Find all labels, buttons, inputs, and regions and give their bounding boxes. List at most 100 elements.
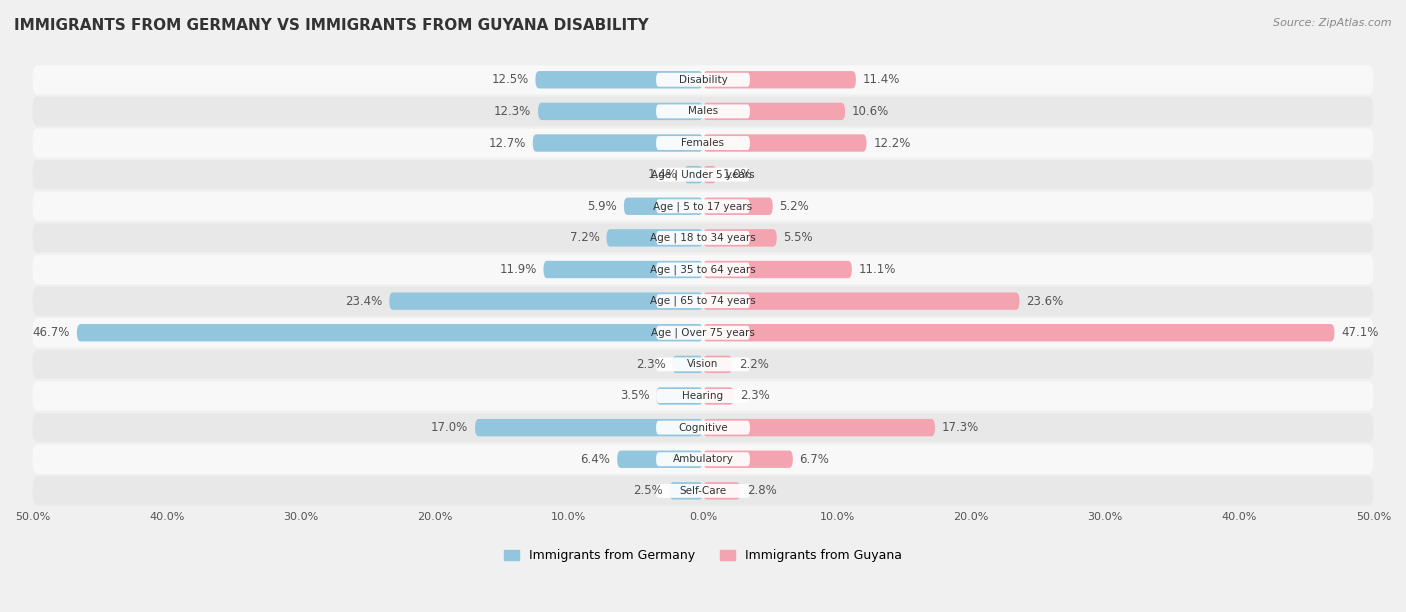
FancyBboxPatch shape bbox=[657, 168, 749, 182]
FancyBboxPatch shape bbox=[657, 484, 749, 498]
FancyBboxPatch shape bbox=[657, 452, 749, 466]
FancyBboxPatch shape bbox=[657, 136, 749, 150]
FancyBboxPatch shape bbox=[703, 356, 733, 373]
Text: 11.4%: 11.4% bbox=[862, 73, 900, 86]
FancyBboxPatch shape bbox=[77, 324, 703, 341]
FancyBboxPatch shape bbox=[32, 476, 1374, 506]
Text: 2.8%: 2.8% bbox=[747, 484, 778, 498]
FancyBboxPatch shape bbox=[475, 419, 703, 436]
Text: Age | 5 to 17 years: Age | 5 to 17 years bbox=[654, 201, 752, 212]
Text: 17.3%: 17.3% bbox=[942, 421, 979, 434]
Text: 12.5%: 12.5% bbox=[492, 73, 529, 86]
Text: 2.3%: 2.3% bbox=[636, 358, 665, 371]
Text: Disability: Disability bbox=[679, 75, 727, 85]
FancyBboxPatch shape bbox=[669, 482, 703, 499]
FancyBboxPatch shape bbox=[544, 261, 703, 278]
Text: Females: Females bbox=[682, 138, 724, 148]
FancyBboxPatch shape bbox=[32, 350, 1374, 379]
Text: 6.4%: 6.4% bbox=[581, 453, 610, 466]
FancyBboxPatch shape bbox=[685, 166, 703, 184]
FancyBboxPatch shape bbox=[703, 419, 935, 436]
Text: 2.2%: 2.2% bbox=[740, 358, 769, 371]
FancyBboxPatch shape bbox=[657, 73, 749, 87]
FancyBboxPatch shape bbox=[624, 198, 703, 215]
FancyBboxPatch shape bbox=[389, 293, 703, 310]
FancyBboxPatch shape bbox=[657, 200, 749, 213]
FancyBboxPatch shape bbox=[657, 105, 749, 118]
Text: Self-Care: Self-Care bbox=[679, 486, 727, 496]
Legend: Immigrants from Germany, Immigrants from Guyana: Immigrants from Germany, Immigrants from… bbox=[503, 550, 903, 562]
FancyBboxPatch shape bbox=[703, 324, 1334, 341]
Text: 46.7%: 46.7% bbox=[32, 326, 70, 339]
FancyBboxPatch shape bbox=[32, 318, 1374, 347]
Text: 3.5%: 3.5% bbox=[620, 389, 650, 403]
Text: 1.4%: 1.4% bbox=[648, 168, 678, 181]
Text: Hearing: Hearing bbox=[682, 391, 724, 401]
FancyBboxPatch shape bbox=[538, 103, 703, 120]
Text: Males: Males bbox=[688, 106, 718, 116]
Text: 12.2%: 12.2% bbox=[873, 136, 911, 149]
Text: 1.0%: 1.0% bbox=[723, 168, 752, 181]
FancyBboxPatch shape bbox=[533, 134, 703, 152]
FancyBboxPatch shape bbox=[703, 450, 793, 468]
FancyBboxPatch shape bbox=[32, 65, 1374, 94]
Text: 12.3%: 12.3% bbox=[494, 105, 531, 118]
FancyBboxPatch shape bbox=[657, 389, 749, 403]
Text: 11.9%: 11.9% bbox=[499, 263, 537, 276]
FancyBboxPatch shape bbox=[32, 129, 1374, 157]
FancyBboxPatch shape bbox=[703, 71, 856, 89]
FancyBboxPatch shape bbox=[657, 420, 749, 435]
Text: 12.7%: 12.7% bbox=[489, 136, 526, 149]
FancyBboxPatch shape bbox=[32, 255, 1374, 284]
Text: 5.2%: 5.2% bbox=[779, 200, 810, 213]
Text: 7.2%: 7.2% bbox=[569, 231, 600, 244]
FancyBboxPatch shape bbox=[32, 97, 1374, 126]
FancyBboxPatch shape bbox=[703, 387, 734, 405]
Text: 2.3%: 2.3% bbox=[741, 389, 770, 403]
Text: 11.1%: 11.1% bbox=[859, 263, 896, 276]
FancyBboxPatch shape bbox=[32, 192, 1374, 221]
FancyBboxPatch shape bbox=[617, 450, 703, 468]
Text: Ambulatory: Ambulatory bbox=[672, 454, 734, 465]
Text: 5.5%: 5.5% bbox=[783, 231, 813, 244]
FancyBboxPatch shape bbox=[606, 229, 703, 247]
Text: 10.6%: 10.6% bbox=[852, 105, 889, 118]
Text: Age | Under 5 years: Age | Under 5 years bbox=[651, 170, 755, 180]
FancyBboxPatch shape bbox=[32, 160, 1374, 189]
Text: 23.6%: 23.6% bbox=[1026, 294, 1063, 308]
FancyBboxPatch shape bbox=[703, 103, 845, 120]
Text: 17.0%: 17.0% bbox=[432, 421, 468, 434]
Text: 47.1%: 47.1% bbox=[1341, 326, 1378, 339]
Text: 6.7%: 6.7% bbox=[800, 453, 830, 466]
FancyBboxPatch shape bbox=[657, 294, 749, 308]
FancyBboxPatch shape bbox=[672, 356, 703, 373]
FancyBboxPatch shape bbox=[657, 231, 749, 245]
Text: Age | Over 75 years: Age | Over 75 years bbox=[651, 327, 755, 338]
Text: Vision: Vision bbox=[688, 359, 718, 370]
FancyBboxPatch shape bbox=[703, 482, 741, 499]
Text: Cognitive: Cognitive bbox=[678, 423, 728, 433]
FancyBboxPatch shape bbox=[657, 387, 703, 405]
FancyBboxPatch shape bbox=[703, 229, 776, 247]
Text: 2.5%: 2.5% bbox=[633, 484, 662, 498]
FancyBboxPatch shape bbox=[32, 413, 1374, 442]
FancyBboxPatch shape bbox=[703, 293, 1019, 310]
Text: Age | 65 to 74 years: Age | 65 to 74 years bbox=[650, 296, 756, 307]
Text: Age | 35 to 64 years: Age | 35 to 64 years bbox=[650, 264, 756, 275]
FancyBboxPatch shape bbox=[657, 263, 749, 277]
Text: 5.9%: 5.9% bbox=[588, 200, 617, 213]
FancyBboxPatch shape bbox=[703, 134, 866, 152]
FancyBboxPatch shape bbox=[32, 381, 1374, 411]
FancyBboxPatch shape bbox=[536, 71, 703, 89]
Text: Age | 18 to 34 years: Age | 18 to 34 years bbox=[650, 233, 756, 243]
FancyBboxPatch shape bbox=[32, 445, 1374, 474]
FancyBboxPatch shape bbox=[703, 261, 852, 278]
Text: IMMIGRANTS FROM GERMANY VS IMMIGRANTS FROM GUYANA DISABILITY: IMMIGRANTS FROM GERMANY VS IMMIGRANTS FR… bbox=[14, 18, 648, 34]
FancyBboxPatch shape bbox=[703, 166, 717, 184]
FancyBboxPatch shape bbox=[657, 326, 749, 340]
FancyBboxPatch shape bbox=[703, 198, 773, 215]
Text: Source: ZipAtlas.com: Source: ZipAtlas.com bbox=[1274, 18, 1392, 28]
Text: 23.4%: 23.4% bbox=[346, 294, 382, 308]
FancyBboxPatch shape bbox=[657, 357, 749, 371]
FancyBboxPatch shape bbox=[32, 223, 1374, 252]
